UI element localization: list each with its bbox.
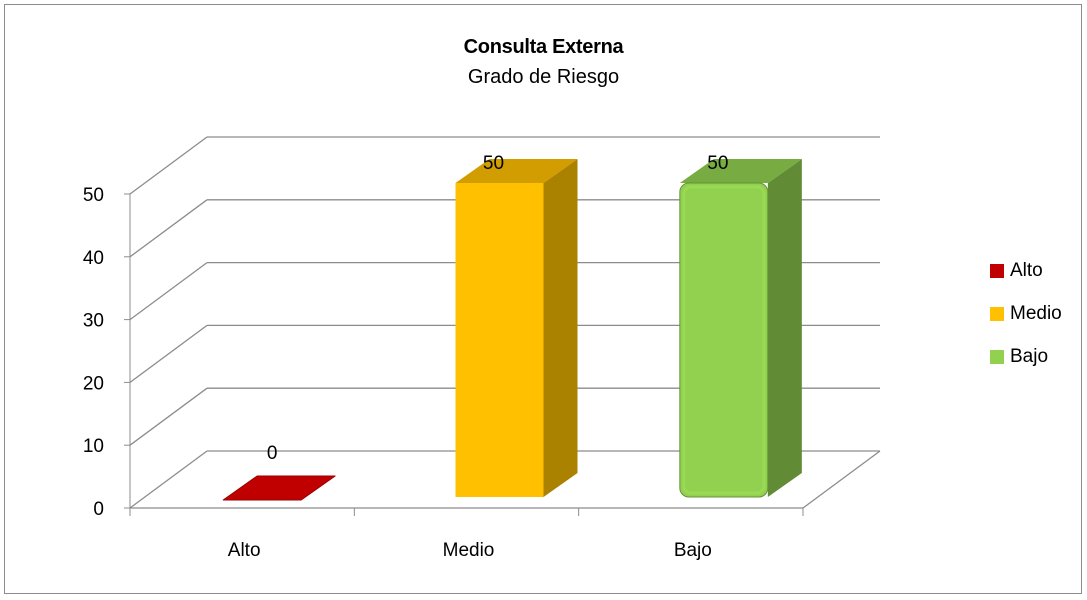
gridline-side [129,387,208,446]
gridline-side [129,324,208,383]
x-tick-label: Alto [228,540,261,561]
x-tick-label: Medio [443,540,495,561]
legend-item-medio: Medio [990,292,1062,335]
bar-top-medio [455,159,578,183]
gridline-side [129,136,208,195]
legend-label-bajo: Bajo [1010,345,1049,367]
chart-title: Consulta Externa [463,36,624,58]
floor-edge [802,450,881,509]
legend-label-alto: Alto [1010,259,1043,281]
legend-swatch-medio [990,306,1004,321]
gridline-side [129,450,208,509]
bar-medio [455,183,544,497]
data-label-bajo: 50 [707,153,728,174]
gridline-side [129,199,208,258]
legend-swatch-alto [990,263,1004,278]
y-tick-label: 20 [83,373,104,394]
y-tick-label: 30 [83,311,104,332]
data-label-medio: 50 [483,153,504,174]
gridline-side [129,262,208,321]
legend-label-medio: Medio [1010,302,1062,324]
legend-item-bajo: Bajo [990,335,1062,378]
legend: Alto Medio Bajo [990,249,1062,378]
bar-bajo [679,182,769,498]
legend-item-alto: Alto [990,249,1062,292]
data-label-alto: 0 [267,443,278,464]
bar-bevel-bajo [682,185,766,495]
legend-swatch-bajo [990,349,1004,364]
y-tick-label: 10 [83,436,104,457]
bar-side-bajo [767,159,802,497]
bar-top-bajo [679,159,802,183]
y-tick-label: 50 [83,185,104,206]
chart-subtitle: Grado de Riesgo [467,66,620,88]
bar-alto [222,475,336,501]
y-tick-label: 0 [93,499,104,520]
bar-side-medio [543,159,578,497]
x-tick-label: Bajo [674,540,712,561]
y-tick-label: 40 [83,248,104,269]
